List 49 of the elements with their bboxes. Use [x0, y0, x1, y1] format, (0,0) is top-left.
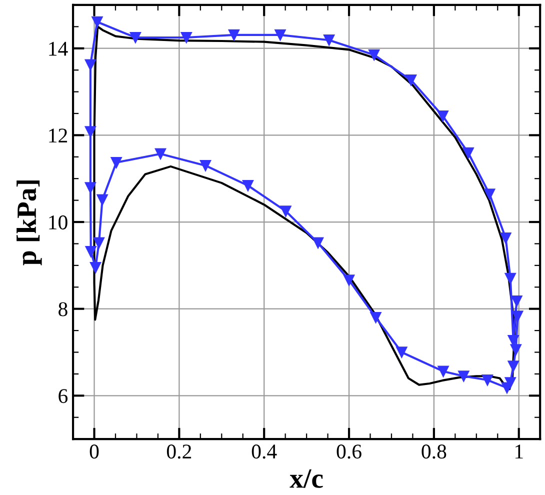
- y-tick-label: 6: [58, 389, 68, 404]
- y-tick-label: 14: [49, 42, 68, 56]
- point: [312, 237, 324, 248]
- x-tick-label: 0.6: [336, 444, 362, 459]
- point: [484, 188, 496, 200]
- point: [280, 206, 292, 217]
- y-axis-title: p [kPa]: [16, 180, 42, 266]
- point: [274, 29, 286, 40]
- point: [84, 126, 96, 138]
- point: [511, 295, 522, 307]
- point: [90, 262, 102, 274]
- point: [508, 360, 519, 372]
- point: [396, 346, 408, 358]
- point: [180, 32, 192, 44]
- point: [242, 180, 254, 192]
- y-tick-label: 8: [58, 302, 68, 316]
- point: [368, 49, 380, 60]
- point: [85, 246, 96, 258]
- point: [110, 156, 122, 168]
- x-axis-title: x/c: [290, 469, 323, 488]
- point: [462, 147, 474, 159]
- y-tick-label: 12: [49, 128, 68, 142]
- point: [500, 232, 512, 244]
- point: [92, 16, 103, 28]
- point: [370, 312, 382, 324]
- point: [84, 59, 96, 70]
- point: [228, 29, 240, 40]
- point: [324, 34, 335, 46]
- x-tick-label: 1: [515, 444, 523, 458]
- x-tick-label: 0.8: [422, 444, 446, 459]
- y-tick-label: 10: [49, 215, 68, 230]
- point: [458, 370, 470, 382]
- point: [343, 274, 355, 286]
- x-tick-label: 0.4: [252, 444, 277, 459]
- point: [437, 110, 448, 122]
- point: [200, 160, 212, 172]
- point: [93, 237, 104, 248]
- point: [405, 74, 417, 86]
- point: [504, 272, 516, 284]
- point: [154, 148, 166, 160]
- point: [96, 194, 108, 206]
- point: [482, 374, 493, 386]
- point: [84, 182, 96, 194]
- point: [130, 32, 142, 44]
- point: [512, 310, 524, 322]
- point: [510, 344, 522, 356]
- point: [438, 366, 449, 377]
- x-tick-label: 0: [90, 444, 99, 459]
- x-tick-label: 0.2: [166, 444, 192, 459]
